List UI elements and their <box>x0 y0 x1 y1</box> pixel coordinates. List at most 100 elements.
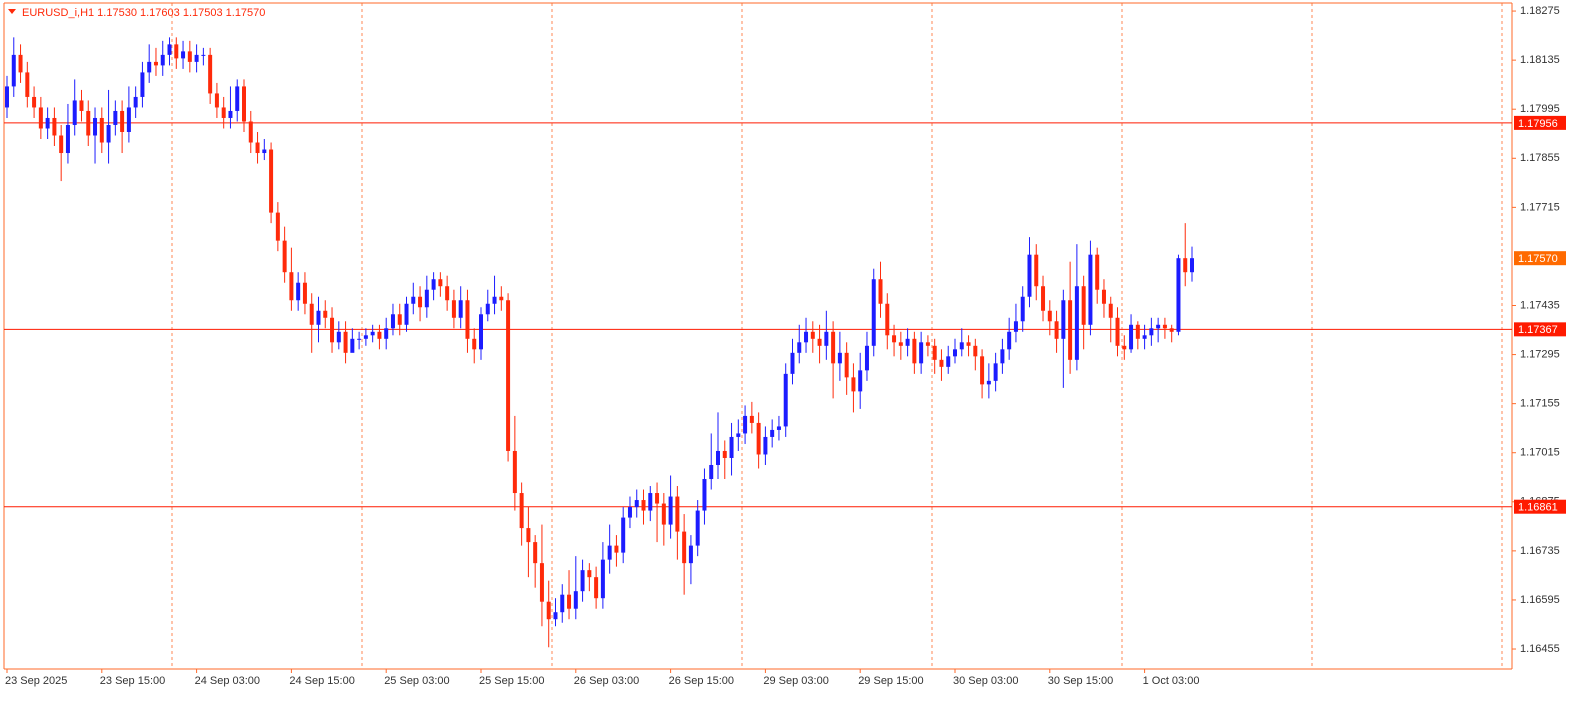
y-tick-label: 1.17155 <box>1520 398 1560 410</box>
candle-body <box>682 531 687 564</box>
candle-body <box>722 450 727 458</box>
candle-body <box>86 110 91 136</box>
y-tick-label: 1.17715 <box>1520 201 1560 213</box>
candle-body <box>11 54 16 87</box>
candle-body <box>214 93 219 108</box>
candle-body <box>458 300 463 318</box>
candle-body <box>1061 300 1066 339</box>
candle-body <box>973 345 978 357</box>
candle-body <box>953 349 957 357</box>
candle-body <box>492 296 497 304</box>
candle-body <box>262 149 267 154</box>
candle-body <box>431 279 436 290</box>
candle-body <box>472 338 477 350</box>
x-tick-label: 26 Sep 15:00 <box>669 675 734 687</box>
candle-body <box>1095 254 1100 290</box>
candle-body <box>831 331 836 364</box>
candle-body <box>810 331 815 339</box>
candle-body <box>878 279 883 304</box>
candle-body <box>390 314 395 329</box>
candle-body <box>885 303 890 336</box>
candle-body <box>539 563 544 602</box>
candle-body <box>140 72 145 97</box>
candle-body <box>627 507 632 518</box>
candle-body <box>32 96 37 108</box>
candle-body <box>323 310 328 318</box>
y-tick-label: 1.16735 <box>1520 545 1560 557</box>
candle-body <box>1135 324 1140 339</box>
candle-body <box>1074 286 1079 360</box>
candle-body <box>38 107 43 129</box>
candle-body <box>99 117 104 143</box>
candle-body <box>309 303 314 325</box>
candle-body <box>587 570 592 578</box>
x-tick-label: 30 Sep 15:00 <box>1048 675 1113 687</box>
candle-body <box>1068 300 1073 360</box>
candle-body <box>1088 254 1093 325</box>
candle-body <box>621 517 626 553</box>
candle-body <box>797 342 802 353</box>
candle-body <box>648 493 653 511</box>
candle-body <box>553 612 558 620</box>
candle-body <box>641 500 646 511</box>
candle-body <box>1162 324 1167 329</box>
candle-body <box>1108 303 1113 318</box>
candle-body <box>817 338 822 346</box>
price-label: 1.16861 <box>1518 502 1558 514</box>
candle-body <box>1149 328 1154 336</box>
candle-body <box>1190 258 1194 273</box>
x-tick-label: 24 Sep 15:00 <box>289 675 354 687</box>
candle-body <box>824 331 829 346</box>
candle-body <box>655 493 660 504</box>
candle-body <box>600 559 605 599</box>
candle-body <box>485 303 490 315</box>
price-label: 1.17956 <box>1518 118 1558 130</box>
candle-body <box>208 54 213 94</box>
candle-body <box>45 117 50 129</box>
candle-body <box>65 124 70 154</box>
candle-body <box>919 342 924 364</box>
candle-body <box>1169 328 1174 332</box>
candle-body <box>533 542 538 564</box>
x-tick-label: 1 Oct 03:00 <box>1143 675 1200 687</box>
candle-body <box>424 289 429 308</box>
candle-body <box>499 296 504 301</box>
candle-body <box>72 100 77 125</box>
y-tick-label: 1.17995 <box>1520 103 1560 115</box>
candle-body <box>438 279 443 287</box>
candle-body <box>275 212 280 241</box>
candle-body <box>1054 321 1059 339</box>
y-tick-label: 1.17015 <box>1520 447 1560 459</box>
candle-body <box>614 545 619 553</box>
candle-body <box>248 121 253 143</box>
candle-body <box>506 300 511 451</box>
current-price-box <box>1514 251 1566 266</box>
candle-body <box>1129 324 1134 350</box>
candle-body <box>1081 286 1086 325</box>
candle-body <box>397 314 402 325</box>
price-label: 1.17367 <box>1518 324 1558 336</box>
x-tick-label: 29 Sep 15:00 <box>858 675 923 687</box>
candle-body <box>5 86 9 108</box>
candle-body <box>749 415 754 423</box>
candle-body <box>221 107 226 118</box>
chart-title: EURUSD_i,H1 1.17530 1.17603 1.17503 1.17… <box>22 7 265 19</box>
candle-body <box>242 86 246 122</box>
candle-body <box>871 279 876 346</box>
x-tick-label: 23 Sep 2025 <box>5 675 67 687</box>
candle-body <box>126 107 131 132</box>
candle-body <box>519 493 524 529</box>
candle-body <box>363 335 368 339</box>
candle-body <box>255 142 260 154</box>
candle-body <box>925 342 930 346</box>
candle-body <box>147 61 152 73</box>
candle-body <box>302 282 307 304</box>
x-tick-label: 25 Sep 03:00 <box>384 675 449 687</box>
candle-body <box>702 479 707 511</box>
candle-body <box>851 377 856 392</box>
candle-body <box>709 464 714 480</box>
candle-body <box>153 61 158 66</box>
candle-body <box>844 352 849 378</box>
price-label-box <box>1514 499 1566 514</box>
candle-body <box>567 594 572 609</box>
